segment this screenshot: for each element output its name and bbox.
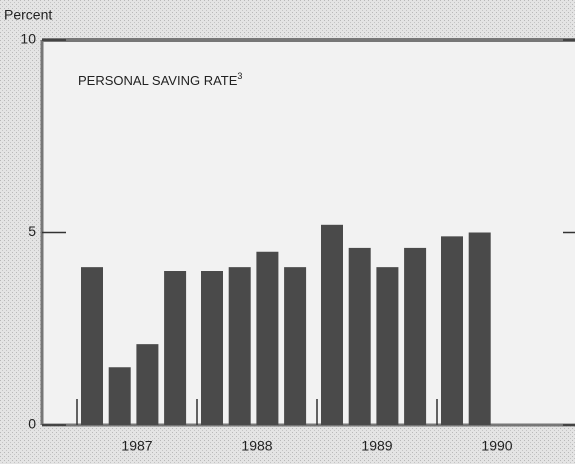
y-tick-label: 10 (20, 31, 36, 47)
bar (376, 267, 399, 425)
bar (348, 247, 371, 425)
bar (228, 267, 251, 425)
bar (321, 224, 343, 425)
title-text: PERSONAL SAVING RATE (78, 73, 238, 88)
bar (164, 271, 187, 425)
y-axis-label: Percent (4, 7, 52, 23)
x-group-label: 1987 (121, 438, 152, 454)
bar (108, 367, 131, 425)
chart-title: PERSONAL SAVING RATE3 (78, 71, 242, 88)
bar (441, 236, 463, 425)
bar (136, 344, 159, 425)
bar (468, 232, 491, 425)
x-group-label: 1988 (241, 438, 272, 454)
bar (284, 267, 307, 425)
bar (201, 271, 223, 425)
y-tick-label: 5 (28, 223, 36, 239)
x-group-label: 1989 (361, 438, 392, 454)
bar (404, 247, 427, 425)
y-tick-label: 0 (28, 416, 36, 432)
bar (81, 267, 103, 425)
bar (256, 251, 279, 425)
x-group-label: 1990 (481, 438, 512, 454)
title-footnote: 3 (237, 71, 242, 81)
